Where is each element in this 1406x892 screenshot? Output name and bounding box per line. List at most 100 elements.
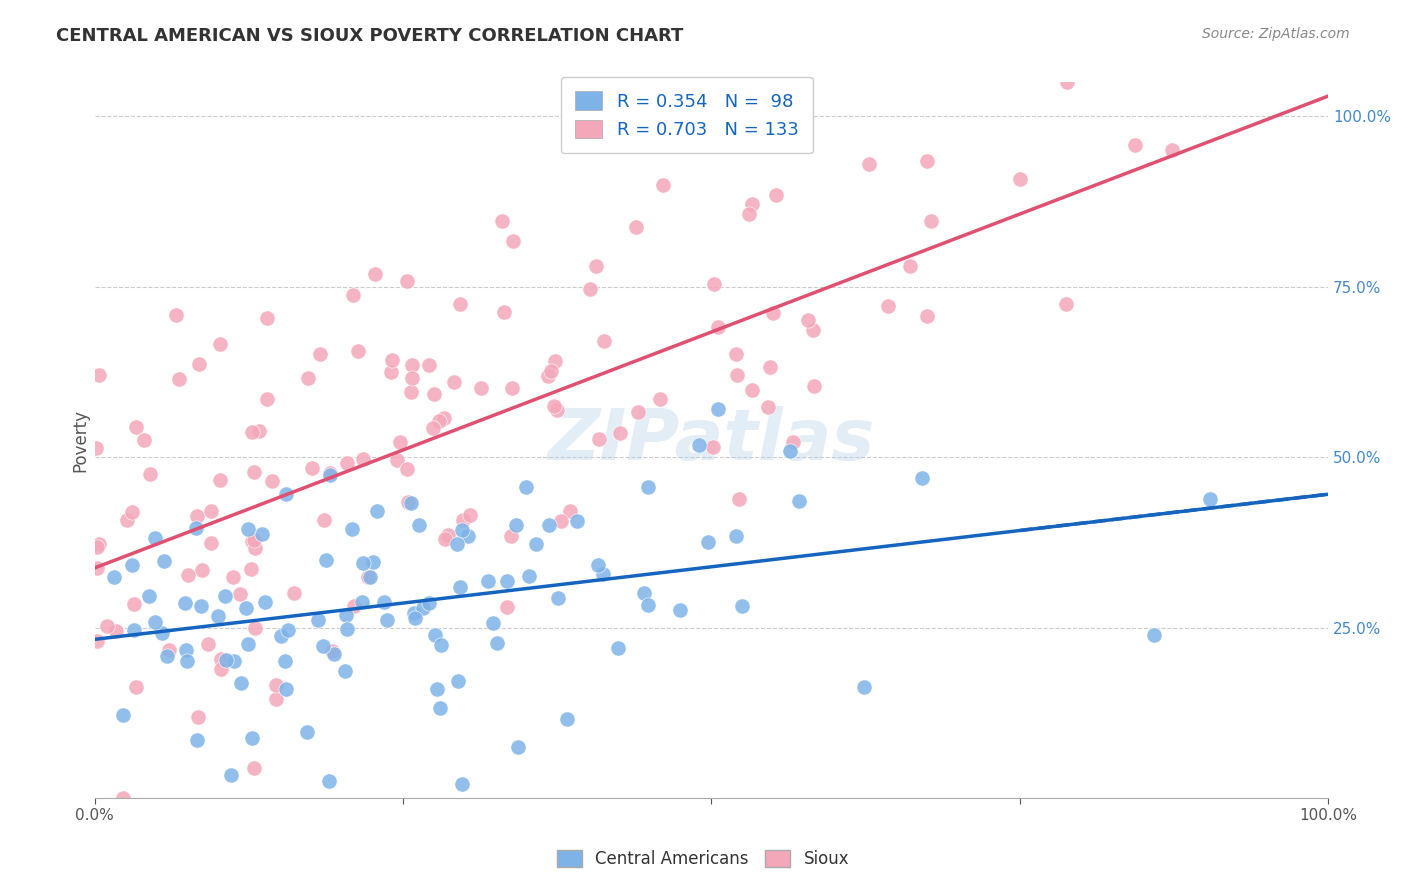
Point	[404, 611, 426, 625]
Point	[209, 651, 232, 665]
Point	[138, 467, 160, 482]
Point	[377, 613, 399, 627]
Point	[208, 473, 231, 487]
Point	[214, 590, 236, 604]
Point	[235, 601, 257, 615]
Point	[315, 553, 337, 567]
Point	[214, 652, 236, 666]
Point	[277, 623, 299, 637]
Point	[364, 267, 387, 281]
Point	[399, 385, 422, 400]
Y-axis label: Poverty: Poverty	[72, 409, 89, 472]
Point	[145, 615, 167, 629]
Point	[346, 343, 368, 358]
Point	[526, 536, 548, 550]
Point	[308, 347, 330, 361]
Point	[86, 540, 108, 554]
Point	[741, 197, 763, 211]
Point	[401, 359, 423, 373]
Point	[637, 479, 659, 493]
Point	[1054, 296, 1077, 310]
Point	[264, 678, 287, 692]
Point	[725, 346, 748, 360]
Point	[187, 710, 209, 724]
Point	[247, 424, 270, 438]
Point	[697, 535, 720, 549]
Point	[169, 372, 191, 386]
Point	[725, 368, 748, 383]
Point	[115, 513, 138, 527]
Point	[156, 648, 179, 663]
Point	[917, 309, 939, 323]
Point	[186, 732, 208, 747]
Point	[762, 306, 785, 320]
Legend: Central Americans, Sioux: Central Americans, Sioux	[550, 843, 856, 875]
Point	[401, 371, 423, 385]
Point	[166, 309, 188, 323]
Point	[125, 680, 148, 694]
Point	[229, 587, 252, 601]
Point	[373, 595, 395, 609]
Point	[915, 154, 938, 169]
Point	[138, 589, 160, 603]
Point	[240, 425, 263, 440]
Point	[451, 513, 474, 527]
Point	[236, 523, 259, 537]
Point	[756, 400, 779, 414]
Point	[207, 609, 229, 624]
Point	[264, 692, 287, 706]
Point	[707, 320, 730, 334]
Point	[222, 654, 245, 668]
Point	[253, 595, 276, 609]
Point	[340, 522, 363, 536]
Point	[399, 496, 422, 510]
Point	[537, 369, 560, 384]
Point	[245, 541, 267, 555]
Point	[190, 599, 212, 613]
Point	[385, 453, 408, 467]
Point	[540, 364, 562, 378]
Point	[342, 288, 364, 302]
Point	[197, 637, 219, 651]
Point	[86, 633, 108, 648]
Point	[482, 616, 505, 631]
Point	[494, 305, 516, 319]
Point	[1161, 143, 1184, 157]
Point	[430, 638, 453, 652]
Point	[335, 664, 357, 678]
Point	[336, 623, 359, 637]
Point	[650, 392, 672, 406]
Point	[270, 629, 292, 643]
Point	[396, 274, 419, 288]
Point	[427, 414, 450, 428]
Point	[508, 740, 530, 755]
Point	[1125, 137, 1147, 152]
Point	[458, 508, 481, 523]
Text: ZIPatlas: ZIPatlas	[548, 406, 875, 475]
Point	[121, 505, 143, 519]
Point	[86, 561, 108, 575]
Point	[243, 533, 266, 548]
Point	[121, 558, 143, 573]
Point	[491, 214, 513, 228]
Point	[125, 420, 148, 434]
Point	[609, 425, 631, 440]
Point	[240, 533, 263, 548]
Point	[240, 562, 263, 576]
Point	[153, 554, 176, 568]
Point	[240, 731, 263, 746]
Point	[432, 410, 454, 425]
Point	[731, 599, 754, 613]
Point	[426, 682, 449, 697]
Point	[336, 456, 359, 470]
Point	[567, 514, 589, 528]
Point	[496, 574, 519, 588]
Point	[104, 624, 127, 639]
Point	[627, 405, 650, 419]
Point	[321, 643, 343, 657]
Point	[446, 674, 468, 689]
Point	[350, 595, 373, 609]
Point	[352, 451, 374, 466]
Point	[314, 513, 336, 527]
Point	[209, 662, 232, 676]
